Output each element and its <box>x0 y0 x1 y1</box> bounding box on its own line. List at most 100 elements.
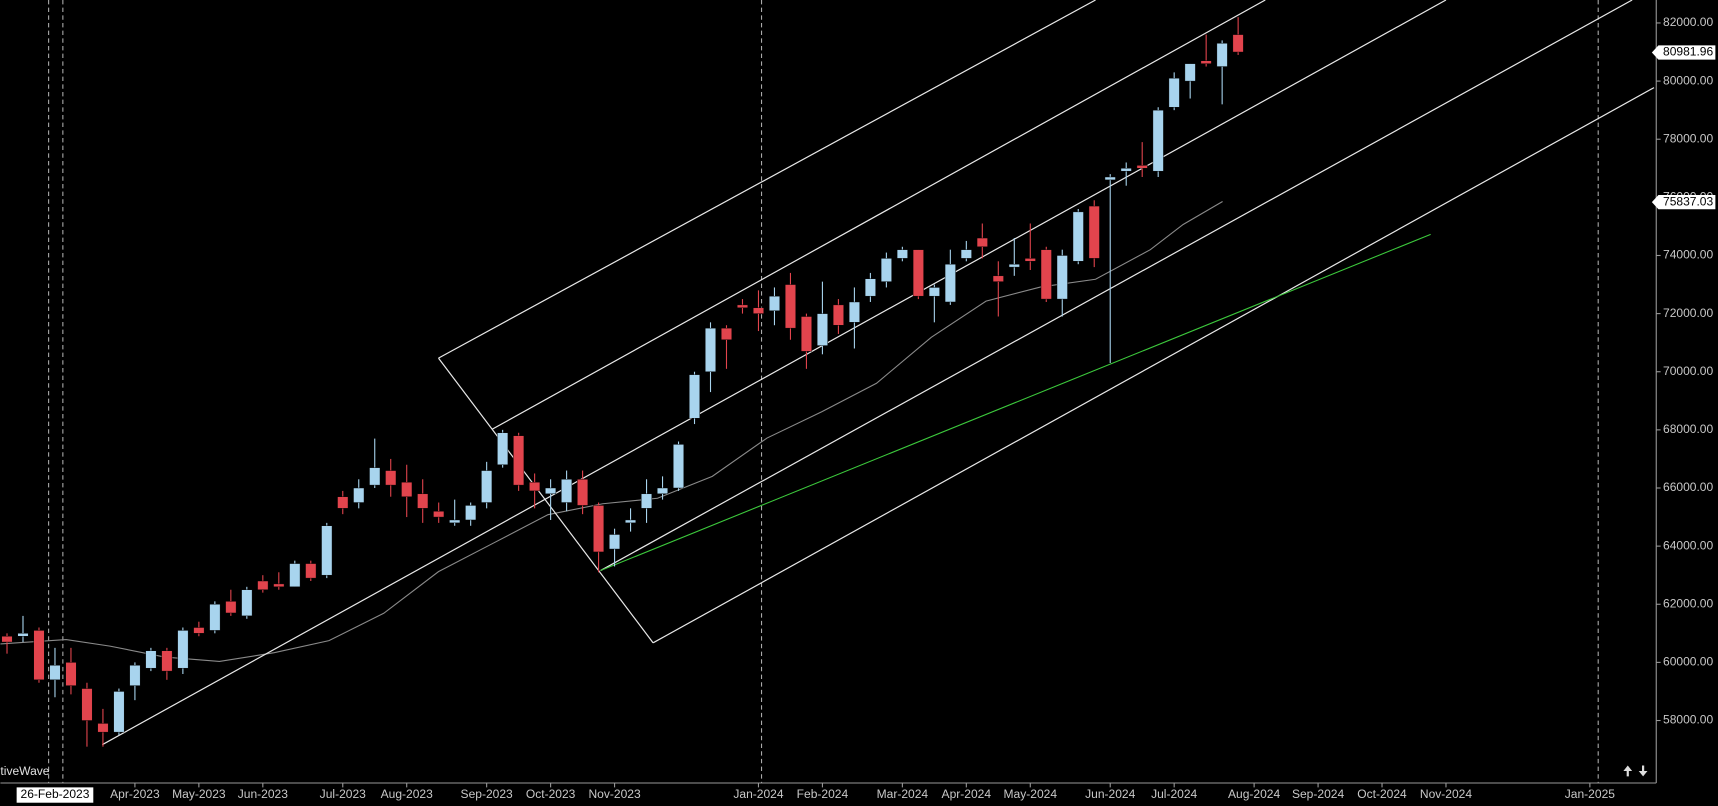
x-tick-label: Aug-2023 <box>381 787 433 801</box>
candle-body <box>33 630 45 681</box>
x-tick-label: Mar-2024 <box>877 787 929 801</box>
candle-body <box>129 665 141 686</box>
x-tick-label: Oct-2023 <box>526 787 576 801</box>
x-tick-label: Jun-2023 <box>238 787 288 801</box>
candle-body <box>321 525 333 576</box>
candle-body <box>896 249 908 259</box>
candle-body <box>752 307 764 314</box>
candle-body <box>209 604 221 631</box>
candle-body <box>848 301 860 323</box>
candle-body <box>657 487 669 495</box>
candle-body <box>497 432 509 465</box>
candle-body <box>241 589 253 617</box>
x-tick-label: Sep-2023 <box>461 787 513 801</box>
x-tick-label: Feb-2024 <box>797 787 849 801</box>
candle-body <box>1168 77 1180 108</box>
candle-body <box>257 580 269 590</box>
vertical-markers <box>48 0 1599 784</box>
candle-body <box>465 505 477 521</box>
candle-body <box>992 275 1004 282</box>
candle-body <box>161 650 173 672</box>
arrow-up[interactable] <box>1623 765 1633 777</box>
candle-body <box>1216 43 1228 67</box>
candle-body <box>1152 109 1164 172</box>
candle-body <box>1136 165 1148 169</box>
candle-body <box>385 470 397 486</box>
candle-body <box>1088 205 1100 259</box>
candle-body <box>145 650 157 669</box>
price-marker <box>1651 194 1716 210</box>
channel-line <box>437 357 654 644</box>
x-tick-label: Oct-2024 <box>1357 787 1407 801</box>
candle-body <box>960 249 972 259</box>
x-tick-label: Jul-2023 <box>320 787 366 801</box>
candles <box>1 17 1244 747</box>
y-tick-label: 66000.00 <box>1663 480 1713 494</box>
y-tick-label: 78000.00 <box>1663 131 1713 145</box>
x-tick-label: May-2023 <box>172 787 226 801</box>
axes: 58000.00 60000.00 62000.00 64000.00 66000.00… <box>16 15 1716 803</box>
candle-body <box>433 511 445 518</box>
arrow-down[interactable] <box>1638 765 1648 777</box>
candle-body <box>1120 168 1132 172</box>
channel-line <box>101 0 1447 746</box>
y-tick-label: 80000.00 <box>1663 73 1713 87</box>
candle-body <box>1040 249 1052 300</box>
channel-line <box>600 0 1633 572</box>
candle-body <box>449 519 461 524</box>
candle-body <box>800 316 812 352</box>
candle-body <box>81 688 93 721</box>
candle-body <box>1200 60 1212 64</box>
x-tick-label: Sep-2024 <box>1292 787 1344 801</box>
candle-body <box>944 263 956 303</box>
candle-body <box>768 295 780 311</box>
x-tick-label: Nov-2024 <box>1420 787 1472 801</box>
candle-body <box>912 249 924 297</box>
candle-body <box>880 258 892 282</box>
candle-body <box>1232 34 1244 53</box>
candle-body <box>593 505 605 553</box>
y-tick-label: 70000.00 <box>1663 364 1713 378</box>
candle-body <box>609 534 621 550</box>
candle-body <box>481 470 493 503</box>
candle-body <box>832 304 844 326</box>
candle-body <box>625 519 637 524</box>
x-tick-label: Aug-2024 <box>1228 787 1280 801</box>
y-tick-label: 58000.00 <box>1663 713 1713 727</box>
candle-body <box>928 287 940 297</box>
candle-body <box>864 278 876 297</box>
y-tick-label: 60000.00 <box>1663 655 1713 669</box>
candle-body <box>705 327 716 372</box>
watermark: tiveWave <box>0 764 49 778</box>
crosshair-label: 26-Feb-2023 <box>21 787 90 801</box>
candle-body <box>337 496 349 509</box>
candle-body <box>225 601 237 614</box>
candle-body <box>1072 211 1084 262</box>
candle-body <box>417 493 429 509</box>
x-tick-label: Jul-2024 <box>1151 787 1197 801</box>
candle-body <box>976 237 988 247</box>
candle-body <box>545 487 557 495</box>
scroll-arrows[interactable] <box>1623 765 1648 777</box>
candle-body <box>65 662 77 686</box>
candle-body <box>577 479 589 506</box>
x-tick-label: Nov-2023 <box>588 787 640 801</box>
candle-body <box>721 327 732 340</box>
candle-body <box>641 493 653 509</box>
candle-body <box>673 444 685 489</box>
x-tick-label: Apr-2024 <box>942 787 992 801</box>
x-tick-label: Apr-2023 <box>110 787 160 801</box>
candle-body <box>273 583 285 588</box>
candle-body <box>529 481 541 492</box>
x-tick-label: Jan-2025 <box>1565 787 1615 801</box>
candle-body <box>353 487 365 503</box>
x-tick-label: Jan-2024 <box>733 787 783 801</box>
crosshair-label-box <box>16 787 94 803</box>
candle-body <box>1008 263 1020 268</box>
candle-body <box>561 479 573 503</box>
channel-lines <box>101 0 1655 746</box>
y-tick-label: 64000.00 <box>1663 538 1713 552</box>
candle-body <box>289 563 301 588</box>
